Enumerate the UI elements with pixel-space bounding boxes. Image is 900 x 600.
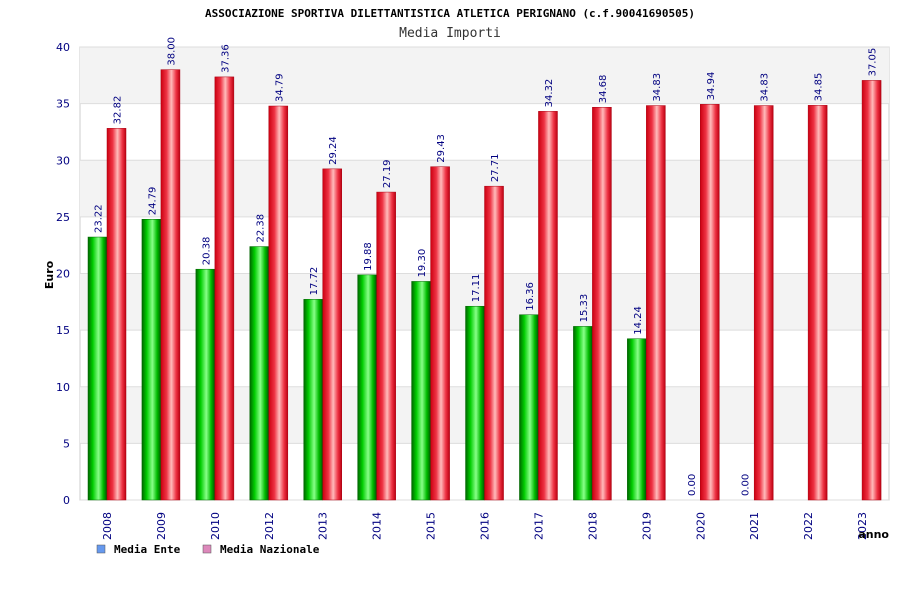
bar-media-ente [573, 326, 593, 501]
data-label: 17.72 [309, 267, 320, 296]
bar-media-nazionale [106, 128, 127, 501]
data-label: 32.82 [113, 96, 124, 125]
data-label: 17.11 [471, 274, 482, 303]
bar-media-ente [519, 314, 539, 501]
data-label: 34.32 [544, 79, 555, 108]
data-label: 14.24 [633, 306, 644, 335]
data-labels: 23.22 32.82 24.79 38.00 20.38 37.36 22.38 34.79… [94, 37, 879, 496]
y-tick-label: 5 [63, 437, 70, 450]
bar-media-nazionale [160, 69, 181, 501]
data-label: 15.33 [579, 294, 590, 323]
x-tick-label: 2010 [209, 512, 222, 540]
y-tick-label: 25 [56, 211, 70, 224]
chart-subtitle: Media Importi [399, 26, 501, 41]
x-tick-label: 2008 [101, 512, 114, 540]
data-label: 29.43 [436, 134, 447, 163]
data-label: 29.24 [328, 136, 339, 165]
bar-media-nazionale [592, 106, 612, 501]
data-label: 34.94 [706, 72, 717, 101]
bar-media-ente [141, 219, 162, 501]
bar-media-ente [411, 281, 431, 501]
bar-media-ente [249, 246, 270, 501]
bar-media-ente [87, 236, 108, 501]
legend-swatch [96, 544, 106, 554]
data-label: 37.36 [220, 44, 231, 73]
y-tick-label: 15 [56, 324, 70, 337]
x-tick-label: 2019 [640, 512, 653, 540]
x-tick-label: 2018 [586, 512, 599, 540]
bar-media-nazionale [268, 105, 289, 501]
data-label: 37.05 [868, 48, 879, 77]
y-tick-label: 30 [56, 154, 70, 167]
bar-media-ente [627, 338, 647, 501]
bar-media-nazionale [322, 168, 342, 501]
x-axis-ticks: 2008 2009 2010 2012 2013 2014 2015 2016 2017 2018… [101, 512, 869, 540]
data-label: 19.30 [417, 249, 428, 278]
x-tick-label: 2022 [802, 512, 815, 540]
bar-media-nazionale [753, 105, 774, 501]
x-axis-label: anno [858, 528, 889, 541]
data-label: 34.79 [274, 73, 285, 102]
bar-media-ente [465, 305, 485, 501]
x-tick-label: 2023 [856, 512, 869, 540]
bar-media-nazionale [214, 76, 235, 501]
data-label: 0.00 [741, 474, 752, 496]
bar-media-nazionale [861, 80, 882, 501]
bar-media-nazionale [430, 166, 450, 501]
legend-label: Media Ente [114, 543, 181, 556]
y-tick-label: 20 [56, 268, 70, 281]
data-label: 22.38 [255, 214, 266, 243]
data-label: 16.36 [525, 282, 536, 311]
y-axis-ticks: 0 5 10 15 20 25 30 35 40 [56, 41, 70, 507]
bar-media-nazionale [807, 105, 828, 501]
bar-media-nazionale [484, 185, 504, 501]
data-label: 38.00 [166, 37, 177, 66]
y-tick-label: 10 [56, 381, 70, 394]
legend: Media Ente Media Nazionale [96, 543, 320, 556]
y-tick-label: 40 [56, 41, 70, 54]
data-label: 20.38 [201, 237, 212, 266]
data-label: 23.22 [94, 204, 105, 233]
data-label: 19.88 [363, 242, 374, 271]
data-label: 24.79 [147, 187, 158, 216]
data-label: 34.68 [598, 75, 609, 104]
x-tick-label: 2015 [425, 512, 438, 540]
x-tick-label: 2016 [479, 512, 492, 540]
data-label: 0.00 [687, 474, 698, 496]
chart-title: ASSOCIAZIONE SPORTIVA DILETTANTISTICA AT… [205, 7, 695, 20]
bar-media-nazionale [700, 104, 720, 501]
x-tick-label: 2013 [317, 512, 330, 540]
x-tick-label: 2017 [532, 512, 545, 540]
y-tick-label: 0 [63, 494, 70, 507]
data-label: 27.19 [382, 159, 393, 188]
bar-media-nazionale [376, 191, 396, 501]
data-label: 34.83 [652, 73, 663, 102]
legend-swatch [202, 544, 212, 554]
x-tick-label: 2020 [694, 512, 707, 540]
bars [87, 69, 882, 501]
bar-media-nazionale [646, 105, 666, 501]
bar-media-ente [195, 268, 216, 501]
x-tick-label: 2014 [371, 512, 384, 540]
data-label: 34.85 [814, 73, 825, 102]
legend-label: Media Nazionale [220, 543, 320, 556]
data-label: 34.83 [760, 73, 771, 102]
bar-media-ente [303, 299, 323, 501]
y-axis-label: Euro [43, 260, 56, 289]
x-tick-label: 2012 [263, 512, 276, 540]
data-label: 27.71 [490, 154, 501, 183]
x-tick-label: 2009 [155, 512, 168, 540]
y-tick-label: 35 [56, 98, 70, 111]
x-tick-label: 2021 [748, 512, 761, 540]
bar-media-ente [357, 274, 377, 501]
bar-media-nazionale [538, 111, 558, 501]
